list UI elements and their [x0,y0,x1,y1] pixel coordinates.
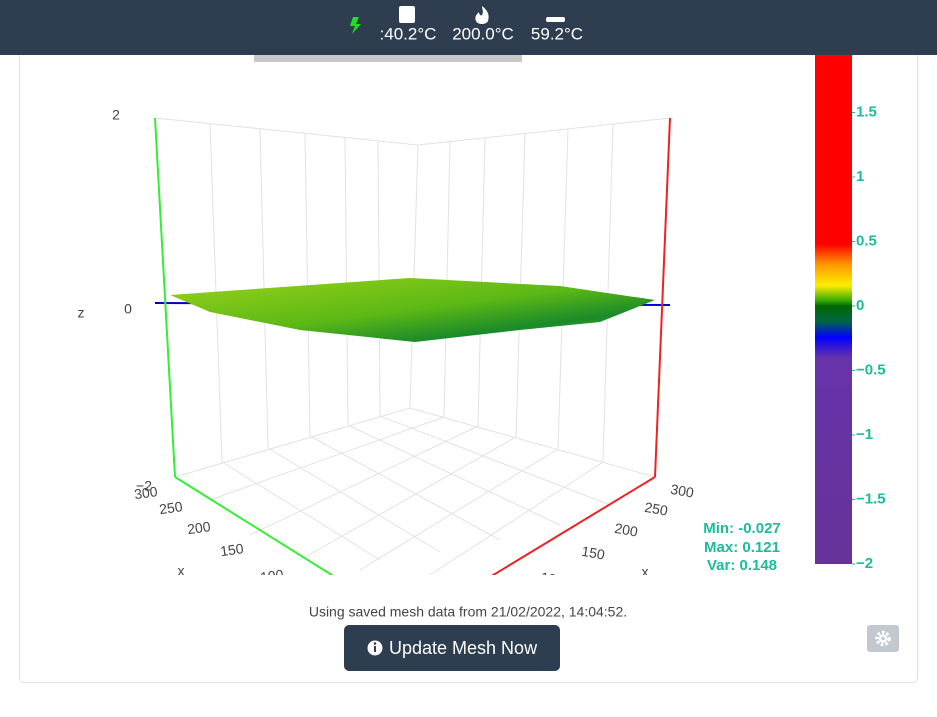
axis-line [491,476,656,575]
mesh-info: Using saved mesh data from 21/02/2022, 1… [309,604,627,620]
settings-button[interactable] [867,625,899,652]
temp-reading: 200.0°C [452,24,514,43]
stat-max: Max: 0.121 [704,539,780,556]
top-bar: :40.2°C 200.0°C 59.2°C [0,0,937,55]
temp-reading: 59.2°C [531,24,583,43]
colorbar-scale [815,48,852,564]
temp-reading: :40.2°C [380,24,437,43]
x-axis-title: x [178,563,185,579]
x-tick-label: 300 [133,483,159,502]
z-axis-title: z [78,305,85,321]
axis-line [654,117,671,478]
colorbar-tick-label: −0.5 [856,361,886,378]
modebar [254,55,522,62]
colorbar-tick-label: −1.5 [856,490,886,507]
colorbar-tick-label: 1 [856,168,864,185]
update-button[interactable]: Update Mesh Now [344,625,560,671]
button-label[interactable]: Update Mesh Now [389,638,538,658]
x-tick-label: 100 [259,566,285,585]
axis-line [174,476,334,575]
x-tick-label: 150 [219,540,245,559]
z-tick-label: −2 [136,478,152,494]
colorbar-tick-label: 0 [856,297,864,314]
mesh-surface [170,278,655,342]
chip-icon [399,6,415,23]
y-tick-label: 300 [669,481,695,501]
flame-icon [475,6,489,24]
x-tick-label: 200 [186,518,212,537]
z-tick-label: 0 [124,301,132,317]
y-tick-label: 250 [643,499,669,519]
axis-line [154,117,176,478]
colorbar-tick-label: 0.5 [856,232,877,249]
stat-min: Min: -0.027 [703,520,781,537]
stat-var: Var: 0.148 [707,557,777,574]
grid [154,117,671,575]
x-tick-label: 250 [158,498,184,517]
z-tick-label: 2 [112,107,120,123]
y-tick-label: 100 [539,569,565,589]
bed-icon [546,17,565,22]
colorbar: −2 −1.5 −1 −0.5 0 0.5 1 1.5 [815,48,886,572]
plot-3d: 2 0 −2 z 300 250 200 150 100 x 300 250 2… [78,107,695,589]
colorbar-tick-label: −2 [856,555,873,572]
y-axis-title: x [642,564,649,580]
colorbar-tick-label: −1 [856,426,873,443]
power-icon [350,17,361,34]
colorbar-tick-label: 1.5 [856,103,877,120]
y-tick-label: 200 [613,520,639,540]
y-tick-label: 150 [580,543,606,563]
